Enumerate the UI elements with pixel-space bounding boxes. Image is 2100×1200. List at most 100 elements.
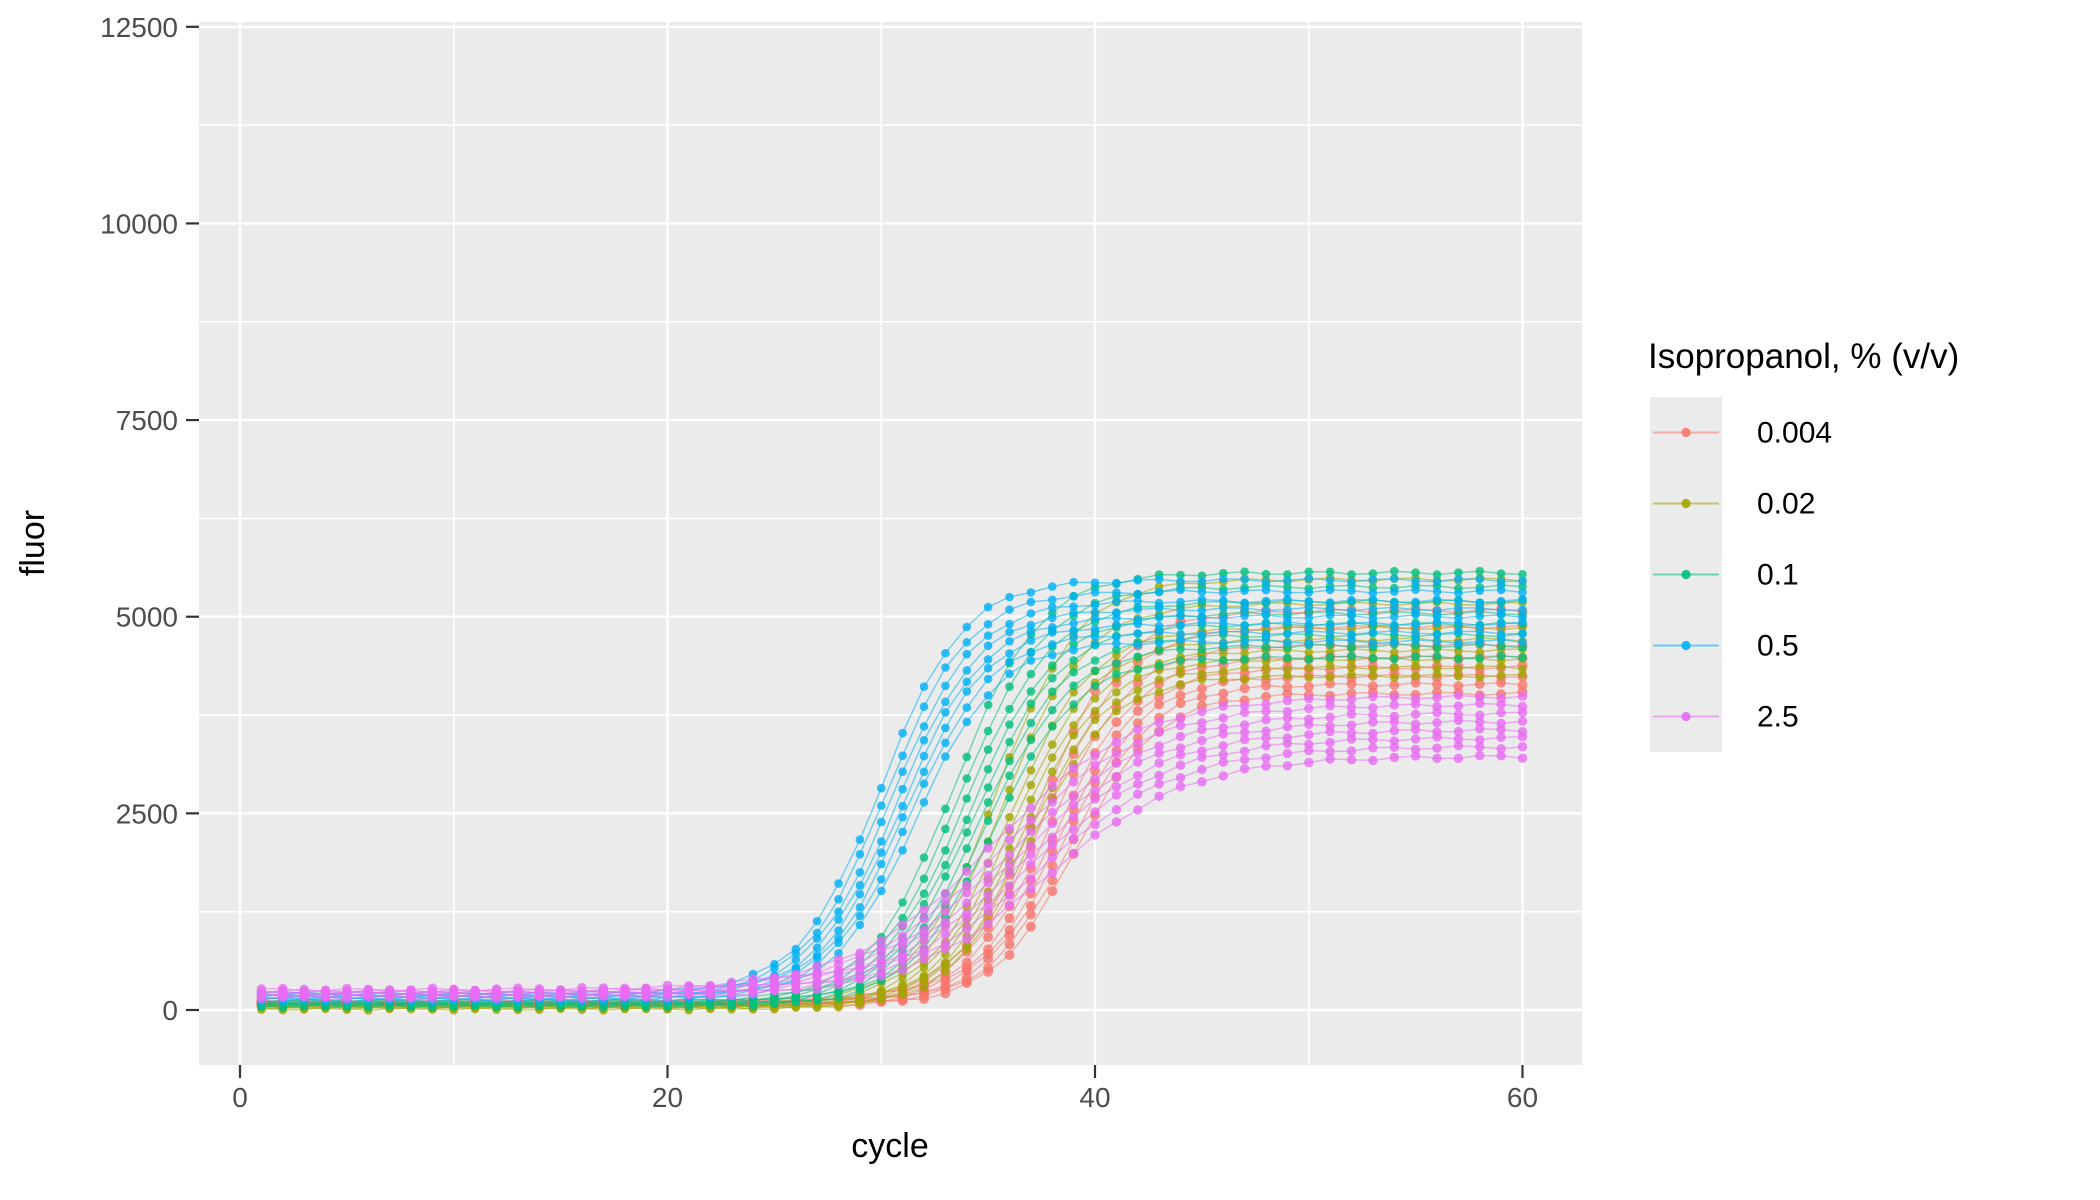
- data-point: [1047, 852, 1058, 863]
- data-point: [1261, 671, 1271, 681]
- data-point: [941, 648, 950, 658]
- data-point: [1175, 773, 1186, 783]
- data-point: [1069, 656, 1078, 665]
- data-point: [1154, 717, 1164, 728]
- data-point: [1282, 748, 1293, 759]
- data-point: [1389, 736, 1400, 746]
- data-point: [1304, 597, 1314, 606]
- data-point: [983, 700, 993, 710]
- data-point: [1154, 646, 1164, 655]
- data-point: [1411, 585, 1420, 594]
- data-point: [1432, 718, 1442, 728]
- data-point: [1004, 850, 1015, 860]
- legend-entry-label: 0.1: [1757, 559, 1799, 592]
- data-point: [983, 726, 993, 736]
- data-point: [876, 967, 886, 977]
- data-point: [1390, 574, 1399, 583]
- data-point: [1518, 576, 1527, 586]
- data-point: [1069, 592, 1078, 601]
- data-point: [1133, 596, 1143, 606]
- data-point: [1411, 628, 1420, 638]
- data-point: [1411, 671, 1420, 681]
- data-point: [1026, 840, 1036, 851]
- data-point: [1004, 913, 1015, 924]
- data-point: [748, 974, 758, 984]
- data-point: [1368, 664, 1378, 674]
- data-point: [1261, 699, 1271, 710]
- data-point: [941, 752, 950, 761]
- data-point: [1090, 578, 1100, 587]
- data-point: [1069, 577, 1078, 587]
- data-point: [1090, 794, 1100, 804]
- data-point: [1517, 727, 1528, 737]
- legend-key-dot: [1681, 498, 1691, 509]
- data-point: [1389, 692, 1400, 702]
- data-point: [834, 895, 843, 904]
- data-point: [1090, 774, 1100, 784]
- data-point: [1026, 669, 1036, 679]
- data-point: [940, 906, 951, 917]
- data-point: [1518, 570, 1527, 579]
- data-point: [1368, 613, 1378, 623]
- data-point: [1133, 673, 1143, 682]
- data-point: [1283, 588, 1292, 597]
- data-point: [791, 963, 801, 972]
- data-point: [1240, 675, 1249, 684]
- data-point: [1197, 669, 1207, 678]
- data-point: [1026, 780, 1036, 790]
- data-point: [1004, 835, 1015, 845]
- data-point: [1026, 752, 1036, 761]
- data-point: [1068, 791, 1079, 802]
- data-point: [1154, 727, 1164, 737]
- data-point: [962, 923, 972, 934]
- data-point: [1475, 661, 1485, 671]
- data-point: [1176, 570, 1185, 580]
- data-point: [1346, 720, 1357, 730]
- data-point: [1475, 621, 1485, 630]
- data-point: [961, 972, 972, 983]
- data-point: [1133, 739, 1143, 749]
- data-point: [983, 890, 993, 900]
- data-point: [1111, 749, 1122, 759]
- data-point: [1068, 763, 1079, 773]
- data-point: [877, 859, 886, 869]
- data-point: [1068, 777, 1079, 787]
- data-point: [898, 728, 907, 738]
- data-point: [877, 783, 886, 793]
- data-point: [1304, 739, 1314, 749]
- data-point: [1197, 735, 1207, 746]
- data-point: [983, 944, 994, 955]
- data-point: [1325, 695, 1335, 705]
- legend-key-dot: [1681, 569, 1691, 580]
- data-point: [1176, 663, 1185, 673]
- data-point: [877, 837, 886, 846]
- y-tick-label: 5000: [116, 602, 178, 633]
- data-point: [1517, 716, 1528, 726]
- data-point: [1026, 815, 1036, 825]
- data-point: [1390, 662, 1399, 672]
- data-point: [1240, 611, 1249, 621]
- data-point: [534, 985, 544, 996]
- legend-title: Isopropanol, % (v/v): [1648, 337, 1959, 376]
- data-point: [1453, 681, 1464, 692]
- data-point: [1518, 605, 1527, 615]
- data-point: [941, 663, 950, 672]
- data-point: [1261, 596, 1271, 606]
- data-point: [1261, 663, 1271, 673]
- data-point: [1261, 619, 1271, 629]
- data-point: [1325, 653, 1335, 662]
- data-point: [1112, 639, 1121, 648]
- data-point: [1240, 627, 1249, 636]
- data-point: [1347, 570, 1356, 579]
- data-point: [1176, 606, 1185, 615]
- data-point: [1518, 652, 1527, 662]
- data-point: [1411, 635, 1420, 645]
- data-point: [983, 906, 993, 916]
- data-point: [962, 880, 972, 890]
- data-point: [555, 985, 566, 996]
- data-point: [1368, 595, 1378, 604]
- data-point: [1197, 746, 1207, 756]
- data-point: [1090, 600, 1100, 610]
- data-point: [1090, 750, 1100, 761]
- data-point: [384, 986, 395, 997]
